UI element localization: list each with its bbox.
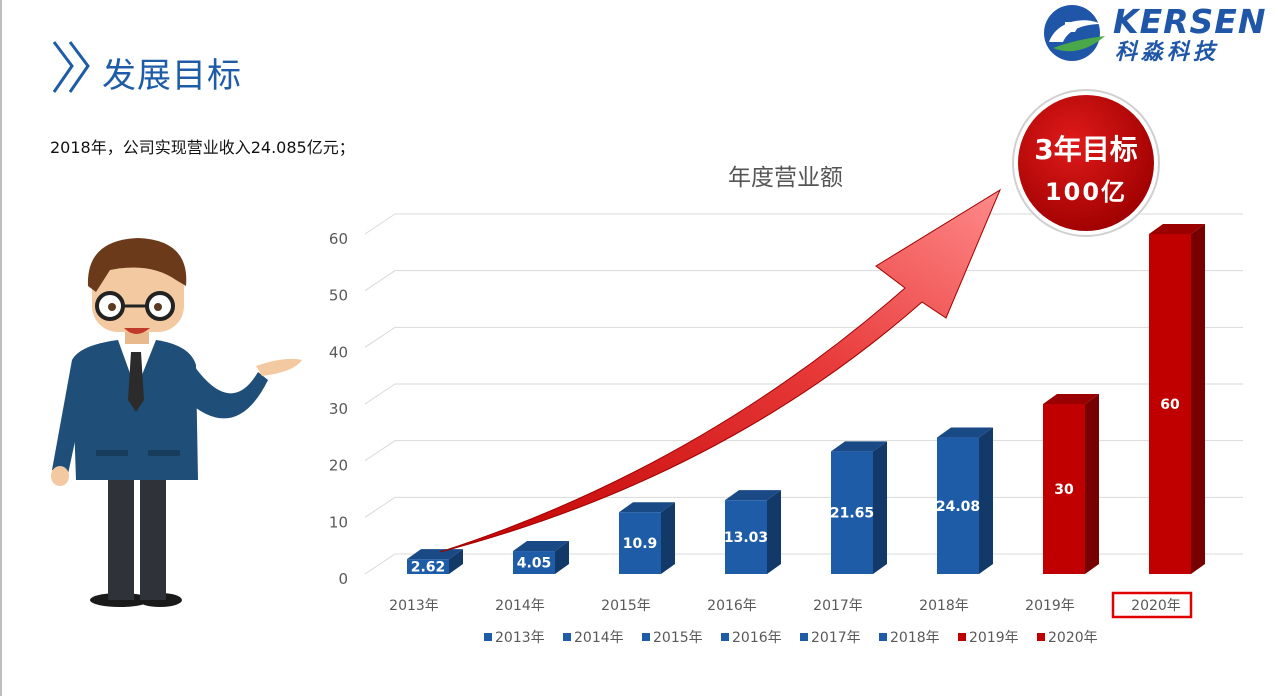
summary-text: 2018年，公司实现营业收入24.085亿元；	[50, 138, 355, 157]
legend-swatch	[958, 633, 966, 641]
x-tick-label: 2014年	[495, 598, 545, 614]
gridline	[364, 270, 1243, 292]
growth-arrow	[439, 188, 1002, 553]
y-tick-label: 60	[329, 230, 348, 248]
legend-label: 2019年	[969, 630, 1019, 646]
bar	[407, 549, 463, 574]
gridline	[364, 496, 1243, 518]
y-tick-label: 0	[338, 570, 348, 588]
x-tick-label: 2018年	[919, 598, 969, 614]
goal-line-2: 100亿	[1044, 178, 1128, 206]
y-tick-label: 10	[329, 513, 348, 531]
page-title: 发展目标	[102, 56, 242, 96]
legend-item: 2020年	[1037, 630, 1098, 646]
legend-label: 2013年	[495, 630, 545, 646]
data-label: 2.62	[411, 560, 446, 576]
legend-item: 2017年	[800, 630, 861, 646]
bar	[1043, 394, 1099, 574]
legend-item: 2018年	[879, 630, 940, 646]
x-tick-label: 2017年	[813, 598, 863, 614]
legend-label: 2014年	[574, 630, 624, 646]
bar	[1149, 224, 1205, 574]
y-tick-label: 20	[329, 457, 348, 475]
x-tick-label: 2020年	[1131, 598, 1181, 614]
left-border	[0, 0, 2, 696]
data-label: 4.05	[517, 556, 552, 572]
legend-item: 2013年	[484, 630, 545, 646]
businessman-illustration	[51, 238, 302, 607]
gridline	[364, 326, 1243, 348]
logo-text-cn: 科淼科技	[1115, 40, 1220, 65]
data-label: 60	[1160, 397, 1180, 413]
logo-text-en: KERSEN	[1113, 2, 1267, 41]
chart-title: 年度营业额	[728, 165, 843, 191]
legend-swatch	[721, 633, 729, 641]
logo-mark-icon	[1044, 5, 1105, 61]
legend-item: 2016年	[721, 630, 782, 646]
data-label: 21.65	[830, 506, 874, 522]
bar	[513, 541, 569, 574]
highlight-box	[1111, 591, 1193, 619]
y-tick-label: 40	[329, 343, 348, 361]
double-chevron-icon	[52, 41, 90, 93]
bar	[619, 502, 675, 574]
goal-badge: 3年目标 100亿	[1011, 88, 1161, 238]
legend-swatch	[642, 633, 650, 641]
gridline	[364, 383, 1243, 405]
x-tick-label: 2015年	[601, 598, 651, 614]
data-label: 30	[1054, 482, 1074, 498]
data-label: 24.08	[936, 499, 980, 515]
bar	[937, 427, 993, 574]
legend-label: 2018年	[890, 630, 940, 646]
gridline	[364, 553, 1243, 575]
x-tick-label: 2013年	[389, 598, 439, 614]
legend-label: 2017年	[811, 630, 861, 646]
y-tick-label: 30	[329, 400, 348, 418]
legend-swatch	[563, 633, 571, 641]
badge-circle	[1012, 89, 1160, 237]
bar	[725, 490, 781, 574]
legend-label: 2015年	[653, 630, 703, 646]
x-tick-label: 2019年	[1025, 598, 1075, 614]
bar	[831, 441, 887, 574]
legend-swatch	[800, 633, 808, 641]
legend-swatch	[879, 633, 887, 641]
data-label: 10.9	[623, 536, 658, 552]
legend-label: 2016年	[732, 630, 782, 646]
goal-line-1: 3年目标	[1034, 133, 1138, 166]
legend-item: 2014年	[563, 630, 624, 646]
legend-label: 2020年	[1048, 630, 1098, 646]
x-tick-label: 2016年	[707, 598, 757, 614]
legend-item: 2015年	[642, 630, 703, 646]
gridline	[364, 440, 1243, 462]
legend-swatch	[484, 633, 492, 641]
company-logo: KERSEN 科淼科技	[1035, 2, 1275, 65]
legend-swatch	[1037, 633, 1045, 641]
y-tick-label: 50	[329, 287, 348, 305]
data-label: 13.03	[724, 530, 768, 546]
legend-item: 2019年	[958, 630, 1019, 646]
